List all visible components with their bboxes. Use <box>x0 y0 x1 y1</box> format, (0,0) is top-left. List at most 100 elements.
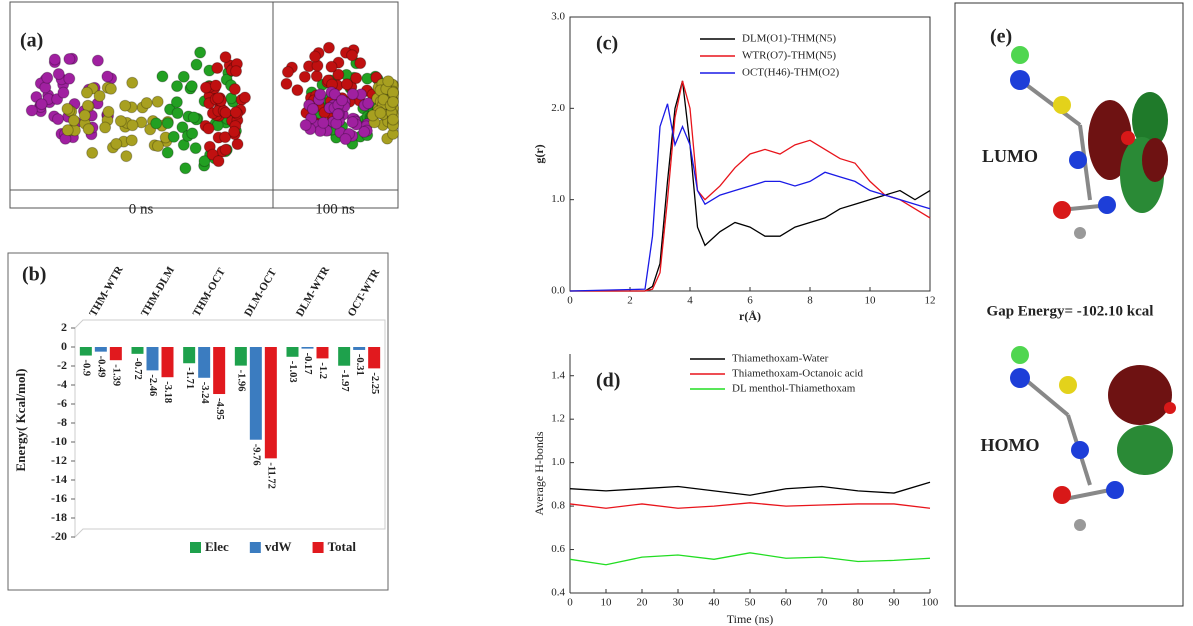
atom <box>220 144 231 155</box>
panel-e: (e) LUMO Gap Energy= -102.10 kcal HOMO <box>955 3 1183 606</box>
atom <box>171 97 182 108</box>
panel-label: (d) <box>596 370 620 392</box>
atom <box>299 71 310 82</box>
x-tick-label: THM-DLM <box>139 264 178 319</box>
atom <box>121 151 132 162</box>
x-tick-label: 8 <box>807 295 813 307</box>
atom <box>323 42 334 53</box>
atom <box>127 77 138 88</box>
legend-label: OCT(H46)-THM(O2) <box>742 67 839 79</box>
x-tick-label: 80 <box>853 597 865 609</box>
y-tick-label: -10 <box>51 434 67 448</box>
atom <box>172 108 183 119</box>
series-line <box>570 553 930 565</box>
atom <box>213 156 224 167</box>
atom <box>210 80 221 91</box>
legend-swatch <box>190 542 201 553</box>
y-tick-label: -20 <box>51 529 67 543</box>
bar <box>265 347 277 458</box>
atom <box>229 84 240 95</box>
atom <box>127 120 138 131</box>
atom <box>337 95 348 106</box>
atom <box>151 118 162 129</box>
data-label: -1.97 <box>339 370 350 392</box>
y-tick-label: 1.2 <box>551 413 565 425</box>
atom <box>200 82 211 93</box>
y-tick-label: 0.4 <box>551 587 565 599</box>
x-tick-label: THM-OCT <box>191 266 229 319</box>
legend-swatch <box>250 542 261 553</box>
data-label: -4.95 <box>214 398 225 420</box>
atom <box>318 117 329 128</box>
y-tick-label: -4 <box>57 377 67 391</box>
atom <box>168 131 179 142</box>
x-tick-label: THM-WTR <box>87 263 126 319</box>
panel-label: (b) <box>22 264 46 286</box>
atom <box>213 93 224 104</box>
bar <box>147 347 159 370</box>
y-tick-label: 3.0 <box>551 11 565 23</box>
data-label: -0.72 <box>132 358 143 380</box>
x-tick-label: 60 <box>781 597 793 609</box>
atom <box>220 107 231 118</box>
atom <box>172 81 183 92</box>
data-label: -0.49 <box>95 356 106 378</box>
x-tick-label: 30 <box>673 597 685 609</box>
data-label: -0.31 <box>354 354 365 376</box>
atom <box>157 71 168 82</box>
atom <box>105 83 116 94</box>
y-tick-label: 1.0 <box>551 193 565 205</box>
panel-label: (e) <box>990 26 1012 48</box>
x-tick-label: 6 <box>747 295 753 307</box>
y-tick-label: 0.6 <box>551 543 565 555</box>
bar <box>287 347 299 357</box>
x-tick-label: 70 <box>817 597 829 609</box>
bar <box>353 347 365 350</box>
atom <box>62 103 73 114</box>
atom <box>315 89 326 100</box>
bar <box>250 347 262 440</box>
atom <box>178 71 189 82</box>
atom <box>42 72 53 83</box>
bar <box>368 347 380 368</box>
data-label: -1.39 <box>110 364 121 386</box>
atom <box>162 118 173 129</box>
atom <box>326 61 337 72</box>
atom <box>383 76 394 87</box>
atom <box>49 54 60 65</box>
bar <box>183 347 195 363</box>
molecule-snapshots <box>26 42 398 173</box>
x-tick-label: DLM-WTR <box>294 264 333 319</box>
atom <box>220 52 231 63</box>
atom <box>388 114 399 125</box>
atom <box>191 59 202 70</box>
atom <box>307 104 318 115</box>
atom <box>26 105 37 116</box>
legend-swatch <box>313 542 324 553</box>
bar <box>162 347 174 377</box>
x-tick-label: 0 <box>567 295 573 307</box>
atom <box>152 141 163 152</box>
bar <box>235 347 247 366</box>
bar <box>302 347 314 349</box>
atom <box>239 92 250 103</box>
x-tick-label: 12 <box>925 295 936 307</box>
atom <box>388 96 399 107</box>
atom <box>102 71 113 82</box>
atom <box>300 120 311 131</box>
atom <box>347 50 358 61</box>
atom <box>100 122 111 133</box>
atom <box>347 117 358 128</box>
x-axis-label: r(Å) <box>739 309 761 323</box>
legend-label: Total <box>328 539 357 554</box>
orbital-lumo <box>1010 46 1168 239</box>
y-tick-label: -12 <box>51 453 67 467</box>
x-tick-label: 10 <box>601 597 613 609</box>
x-tick-label: 20 <box>637 597 649 609</box>
atom <box>190 143 201 154</box>
data-label: -1.71 <box>184 367 195 389</box>
x-tick-label: 10 <box>865 295 877 307</box>
atom <box>103 106 114 117</box>
orbital-label: LUMO <box>982 146 1038 166</box>
caption: 100 ns <box>315 201 355 217</box>
